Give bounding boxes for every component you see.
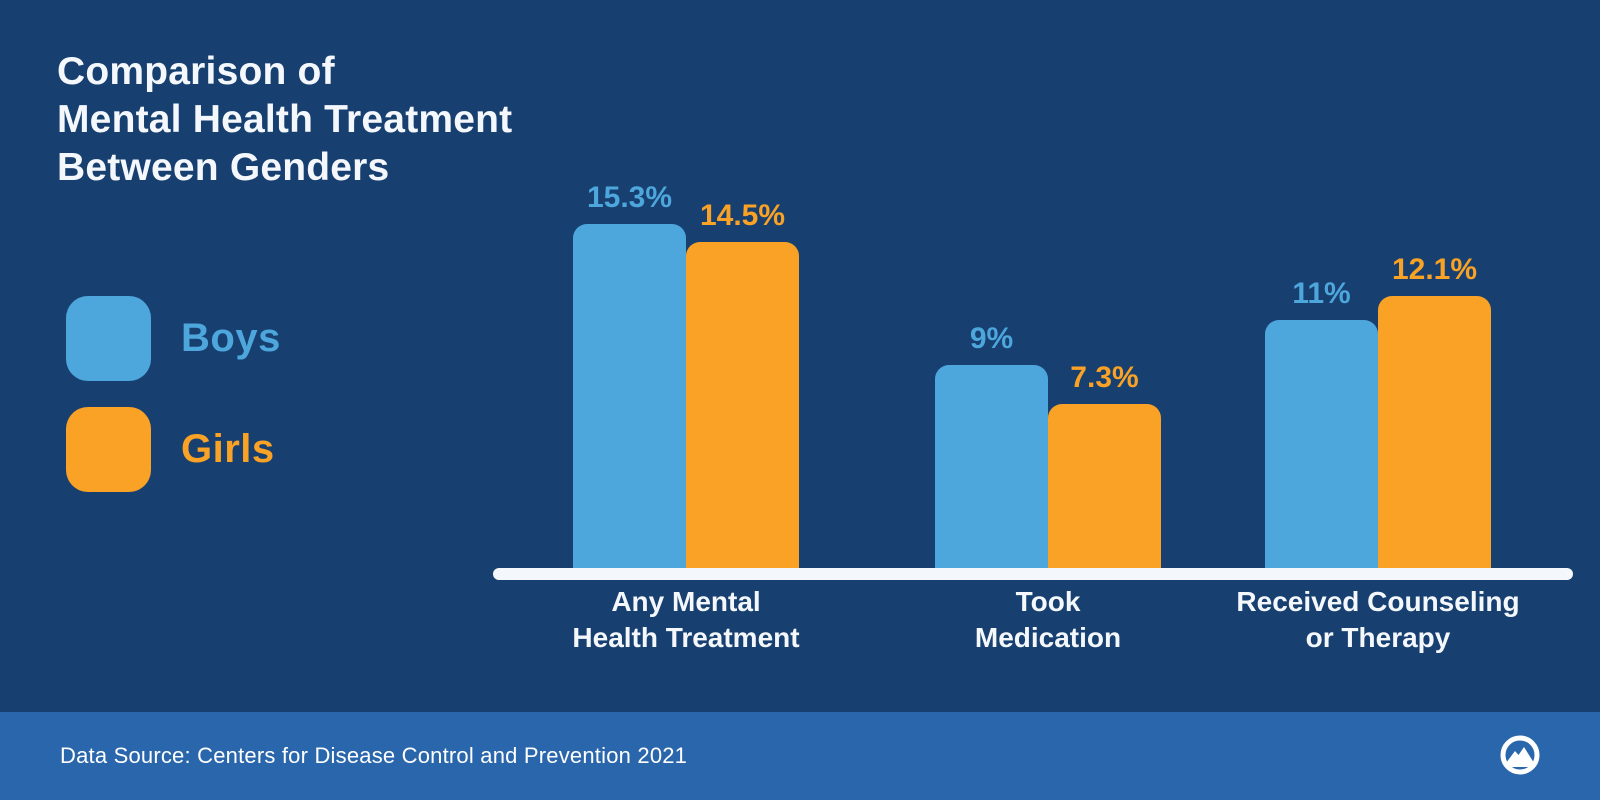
bar-girls [1048,404,1161,568]
bar-value-label: 7.3% [1070,361,1139,394]
category-label: Took Medication [974,586,1122,653]
page-title: Comparison of Mental Health Treatment Be… [57,48,512,192]
girls-color-swatch [66,407,151,492]
footer-bar: Data Source: Centers for Disease Control… [0,712,1600,800]
bar-column-girls: 14.5% [686,199,799,568]
bar-column-boys: 11% [1265,277,1378,568]
legend-label-boys: Boys [181,316,281,360]
legend: Boys Girls [66,296,281,492]
legend-label-girls: Girls [181,427,275,471]
title-line-2: Mental Health Treatment [57,98,513,141]
bar-column-girls: 12.1% [1378,253,1491,568]
category-label: Any Mental Health Treatment [572,586,800,653]
bar-group: 11% 12.1% [1265,253,1491,568]
bar-group: 9% 7.3% [935,322,1161,568]
bar-boys [1265,320,1378,568]
bar-girls [1378,296,1491,568]
bar-column-boys: 9% [935,322,1048,568]
bar-value-label: 14.5% [699,199,786,232]
bar-column-girls: 7.3% [1048,361,1161,568]
mountain-logo-icon [1500,735,1540,775]
bar-value-label: 12.1% [1391,253,1478,286]
bar-boys [573,224,686,568]
legend-item-girls: Girls [66,407,281,492]
x-axis-baseline [493,568,1573,580]
bar-column-boys: 15.3% [573,181,686,568]
data-source-text: Data Source: Centers for Disease Control… [60,743,688,768]
boys-color-swatch [66,296,151,381]
bar-girls [686,242,799,568]
title-line-1: Comparison of [57,50,335,93]
title-line-3: Between Genders [57,146,390,189]
bar-value-label: 11% [1292,277,1351,310]
bar-value-label: 9% [969,322,1014,355]
bar-boys [935,365,1048,568]
bar-value-label: 15.3% [586,181,673,214]
bar-chart: 15.3% 14.5% Any Mental Health Treatment 9% 7… [493,0,1573,660]
legend-item-boys: Boys [66,296,281,381]
bar-group: 15.3% 14.5% [573,181,799,568]
category-label: Received Counseling or Therapy [1236,586,1520,653]
